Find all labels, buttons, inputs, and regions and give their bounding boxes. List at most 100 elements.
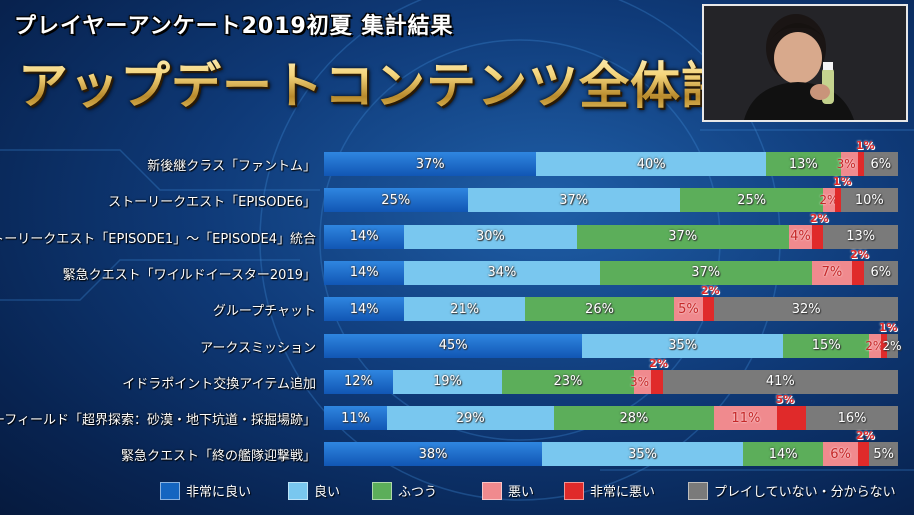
bar-segment: 2% [850, 248, 869, 285]
bar-segment: 37% [599, 260, 812, 285]
bar-segment: 13% [765, 152, 841, 176]
data-label: 11% [731, 410, 761, 426]
bar-segment: 16% [806, 406, 898, 431]
data-label: 12% [343, 374, 373, 390]
bar-segment: 2% [810, 212, 829, 249]
data-label: 25% [737, 192, 767, 208]
bar-segment: 5% [869, 442, 898, 467]
legend-label: 非常に良い [186, 485, 252, 500]
bar-segment: 32% [714, 297, 898, 322]
data-label: 1% [832, 175, 852, 189]
category-label: フリーフィールド「超界探索：砂漠・地下坑道・採掘場跡」 [0, 413, 316, 429]
data-label: 16% [837, 410, 867, 426]
legend-label: 非常に悪い [590, 485, 656, 500]
chart-row: ストーリークエスト「EPISODE6」 25% 37% 25% 2% 1% 10% [0, 175, 914, 214]
data-label: 13% [788, 156, 818, 172]
data-label: 3% [629, 374, 649, 389]
bar-segment: 28% [553, 406, 715, 431]
bar-segment: 40% [536, 152, 766, 176]
bar-segment: 2% [701, 284, 720, 322]
bar-segment: 3% [630, 369, 652, 394]
bar-segment: 3% [837, 152, 858, 176]
webcam-overlay [702, 4, 908, 122]
bar-segment: 25% [324, 188, 468, 213]
data-label: 2% [850, 247, 869, 261]
data-label: 2% [865, 338, 885, 353]
category-label: イドラポイント交換アイテム追加 [122, 376, 316, 392]
bar-segment: 21% [404, 297, 525, 322]
data-label: 1% [855, 139, 875, 152]
data-label: 29% [455, 410, 485, 426]
bar-segment: 37% [467, 188, 680, 213]
category-label: 緊急クエスト「終の艦隊迎撃戦」 [120, 449, 316, 465]
data-label: 11% [341, 410, 371, 426]
bar-segment: 34% [404, 260, 600, 285]
data-label: 2% [700, 284, 720, 298]
bar-segment: 10% [840, 188, 898, 213]
category-label: ストーリークエスト「EPISODE6」 [108, 195, 316, 211]
legend-swatch [288, 481, 308, 500]
chart-row: ストーリークエスト「EPISODE1」～「EPISODE4」統合 14% 30% 37… [0, 212, 914, 251]
bar-segment: 35% [582, 333, 784, 358]
chart-row: 緊急クエスト「ワイルドイースター2019」 14% 34% 37% 7% 2% 6% [0, 248, 914, 287]
bar-segment: 26% [524, 297, 675, 322]
chart-legend: 非常に良い 良い ふつう 悪い 非常に悪い プレイしていない・分からない [160, 481, 900, 503]
data-label: 23% [553, 374, 583, 390]
data-label: 40% [636, 156, 666, 172]
chart-row: 緊急クエスト「終の艦隊迎撃戦」 38% 35% 14% 6% 2% 5% [0, 429, 914, 468]
bar-segment: 4% [788, 224, 812, 249]
data-label: 10% [854, 192, 884, 208]
data-label: 4% [790, 229, 811, 245]
bar-segment: 11% [324, 406, 388, 431]
chart-row: 新後継クラス「ファントム」 37% 40% 13% 3% 1% 6% [0, 139, 914, 178]
data-label: 14% [768, 446, 798, 462]
data-label: 37% [415, 156, 445, 172]
legend-swatch [160, 481, 180, 500]
bar-segment: 1% [833, 175, 852, 213]
bar-segment: 13% [823, 224, 898, 249]
bar-segment: 2% [856, 429, 875, 467]
legend-label: 良い [314, 485, 341, 500]
bar-segment: 2% [819, 188, 838, 213]
legend-label: プレイしていない・分からない [714, 485, 896, 500]
data-label: 2% [819, 193, 839, 208]
data-label: 14% [349, 229, 379, 245]
data-label: 6% [870, 156, 892, 172]
chart-title: アップデートコンテンツ全体評価 [18, 46, 783, 118]
data-label: 37% [691, 265, 721, 281]
bar-segment: 45% [324, 333, 583, 358]
data-label: 37% [559, 192, 589, 208]
bar-segment: 25% [679, 188, 824, 213]
chart-row: フリーフィールド「超界探索：砂漠・地下坑道・採掘場跡」 11% 29% 28% 11% 5… [0, 393, 914, 432]
legend-swatch [372, 481, 392, 500]
bar-segment: 35% [542, 442, 743, 467]
bar-segment: 5% [775, 393, 807, 431]
category-label: ストーリークエスト「EPISODE1」～「EPISODE4」統合 [0, 231, 316, 247]
chart-row: イドラポイント交換アイテム追加 12% 19% 23% 3% 2% 41% [0, 357, 914, 396]
data-label: 5% [873, 446, 894, 462]
data-label: 28% [619, 410, 649, 426]
legend-swatch [688, 481, 708, 500]
data-label: 2% [855, 429, 875, 443]
presenter-image [704, 6, 906, 120]
category-label: 新後継クラス「ファントム」 [147, 159, 316, 174]
bar-segment: 12% [324, 369, 393, 394]
bar-segment: 6% [863, 260, 898, 285]
bar-segment: 2% [649, 357, 668, 394]
bar-segment: 29% [387, 406, 554, 431]
data-label: 1% [878, 320, 898, 334]
data-label: 5% [775, 393, 795, 407]
data-label: 25% [381, 192, 411, 208]
data-label: 2% [882, 338, 902, 353]
legend-item: ふつう [372, 481, 437, 500]
legend-label: 悪い [508, 485, 535, 500]
data-label: 2% [649, 356, 668, 370]
legend-item: 非常に悪い [564, 481, 655, 500]
data-label: 21% [450, 301, 480, 317]
data-label: 14% [349, 265, 379, 281]
bar-segment: 14% [324, 224, 405, 249]
bar-segment: 15% [783, 333, 870, 358]
data-label: 2% [809, 211, 829, 225]
bar-segment: 14% [324, 297, 405, 322]
bar-segment: 1% [879, 321, 897, 358]
